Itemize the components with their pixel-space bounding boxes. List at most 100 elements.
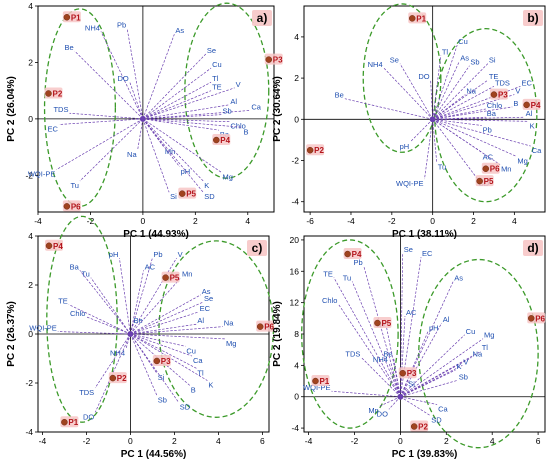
loading-arrow-do bbox=[430, 80, 434, 120]
x-tick-label: 4 bbox=[216, 436, 221, 446]
loading-label-wqi-pe: WQI-PE bbox=[28, 170, 56, 179]
loading-label-b: B bbox=[513, 99, 518, 108]
loading-label-do: DO bbox=[418, 72, 429, 81]
x-tick-label: -4 bbox=[39, 436, 47, 446]
observation-label-p3: P3 bbox=[498, 91, 508, 100]
loading-arrow-chlo bbox=[338, 304, 401, 397]
loading-arrow-sb bbox=[432, 65, 470, 120]
loading-arrow-chlo bbox=[142, 118, 230, 123]
loading-label-tds: TDS bbox=[495, 78, 510, 87]
loading-label-chlo: Chlo bbox=[322, 296, 337, 305]
observation-point-p6 bbox=[256, 323, 264, 330]
y-axis-title: PC 2 (26.37%) bbox=[6, 301, 17, 367]
cluster-ellipse bbox=[46, 215, 118, 423]
loading-arrow-v bbox=[432, 94, 515, 120]
observation-label-p3: P3 bbox=[407, 369, 417, 378]
loading-arrow-pb bbox=[126, 28, 144, 119]
loading-arrow-ba bbox=[79, 270, 131, 335]
loading-label-si: Si bbox=[170, 192, 177, 201]
x-tick-label: 2 bbox=[471, 216, 476, 226]
loading-arrow-pb bbox=[130, 257, 153, 335]
x-tick-label: -2 bbox=[87, 216, 95, 226]
loading-arrow-tu bbox=[79, 118, 144, 182]
y-tick-label: 16 bbox=[290, 266, 300, 276]
x-tick-label: 6 bbox=[260, 436, 265, 446]
loading-arrow-sd bbox=[130, 333, 180, 403]
loading-label-ca: Ca bbox=[193, 356, 203, 365]
loading-label-pb: Pb bbox=[483, 125, 492, 134]
loading-label-k: K bbox=[530, 121, 535, 130]
loading-arrow-tu bbox=[432, 119, 438, 163]
loading-label-ec: EC bbox=[422, 249, 433, 258]
loading-label-ac: AC bbox=[145, 262, 156, 271]
loading-arrow-tl bbox=[130, 333, 197, 369]
loading-label-sb: Sb bbox=[223, 107, 232, 116]
loading-label-ph: pH bbox=[400, 142, 410, 151]
x-tick-label: -6 bbox=[306, 216, 314, 226]
observation-point-p5 bbox=[178, 190, 186, 197]
loading-label-v: V bbox=[515, 87, 520, 96]
observation-point-p2 bbox=[410, 423, 418, 430]
observation-point-p3 bbox=[399, 369, 406, 377]
observation-point-p3 bbox=[490, 91, 498, 98]
observation-label-p2: P2 bbox=[117, 374, 127, 383]
loading-label-nh4: NH4 bbox=[85, 23, 100, 32]
origin-marker bbox=[139, 115, 146, 122]
loading-arrow-ac bbox=[400, 315, 406, 397]
loading-arrow-be bbox=[74, 50, 144, 120]
loading-arrow-sb bbox=[130, 333, 158, 396]
observation-label-p3: P3 bbox=[161, 357, 171, 366]
loading-arrow-na bbox=[432, 94, 466, 120]
observation-label-p5: P5 bbox=[484, 177, 494, 186]
loading-arrow-tds bbox=[432, 86, 495, 120]
loading-label-sb: Sb bbox=[158, 395, 167, 404]
loading-label-na: Na bbox=[473, 350, 483, 359]
loading-label-ec: EC bbox=[521, 78, 532, 87]
y-tick-label: 0 bbox=[28, 114, 33, 124]
loading-arrow-nh4 bbox=[388, 362, 401, 397]
observation-label-p6: P6 bbox=[535, 314, 545, 323]
loading-arrow-al bbox=[432, 116, 525, 120]
loading-label-wqi-pe: WQI-PE bbox=[396, 179, 424, 188]
x-axis-title: PC 1 (39.83%) bbox=[392, 449, 458, 460]
loading-label-as: As bbox=[175, 26, 184, 35]
y-tick-label: 2 bbox=[28, 280, 33, 290]
loading-arrow-cu bbox=[130, 333, 186, 347]
loading-label-v: V bbox=[236, 80, 241, 89]
loading-label-si: Si bbox=[489, 56, 496, 65]
observation-point-p2 bbox=[109, 374, 117, 382]
observation-point-p3 bbox=[153, 357, 161, 365]
loading-arrow-b bbox=[142, 118, 243, 128]
observation-point-p1 bbox=[408, 15, 416, 22]
y-tick-label: 4 bbox=[28, 231, 33, 241]
loading-arrow-ca bbox=[142, 110, 251, 120]
loading-arrow-si bbox=[432, 63, 489, 120]
loading-arrow-tu bbox=[90, 277, 131, 335]
loading-arrow-sd bbox=[400, 396, 431, 416]
loading-label-mg: Mg bbox=[223, 172, 233, 181]
loading-arrow-se bbox=[399, 63, 433, 120]
y-tick-label: 0 bbox=[294, 392, 299, 402]
loading-arrow-pb bbox=[363, 265, 401, 397]
x-tick-label: -2 bbox=[388, 216, 396, 226]
loading-label-do: DO bbox=[118, 74, 129, 83]
loading-label-as: As bbox=[460, 54, 469, 63]
loading-arrow-k bbox=[142, 118, 204, 182]
loading-arrow-tds bbox=[94, 333, 131, 389]
loading-arrow-tds bbox=[361, 357, 401, 397]
origin-marker bbox=[429, 116, 436, 123]
loading-label-tl: Tl bbox=[197, 368, 204, 377]
observation-label-p6: P6 bbox=[264, 323, 274, 332]
x-tick-label: 4 bbox=[245, 216, 250, 226]
loading-label-pb: Pb bbox=[353, 258, 362, 267]
observation-point-p1 bbox=[312, 377, 319, 385]
observation-point-p6 bbox=[63, 203, 71, 210]
loading-arrow-te bbox=[432, 79, 489, 120]
observation-point-p4 bbox=[523, 101, 530, 109]
loading-label-cu: Cu bbox=[466, 327, 476, 336]
loading-arrow-as bbox=[142, 34, 175, 119]
loading-arrow-chlo bbox=[86, 316, 131, 335]
plot-frame bbox=[37, 5, 275, 213]
observation-point-p1 bbox=[63, 14, 71, 21]
y-axis-title: PC 2 (19.84%) bbox=[272, 301, 283, 367]
